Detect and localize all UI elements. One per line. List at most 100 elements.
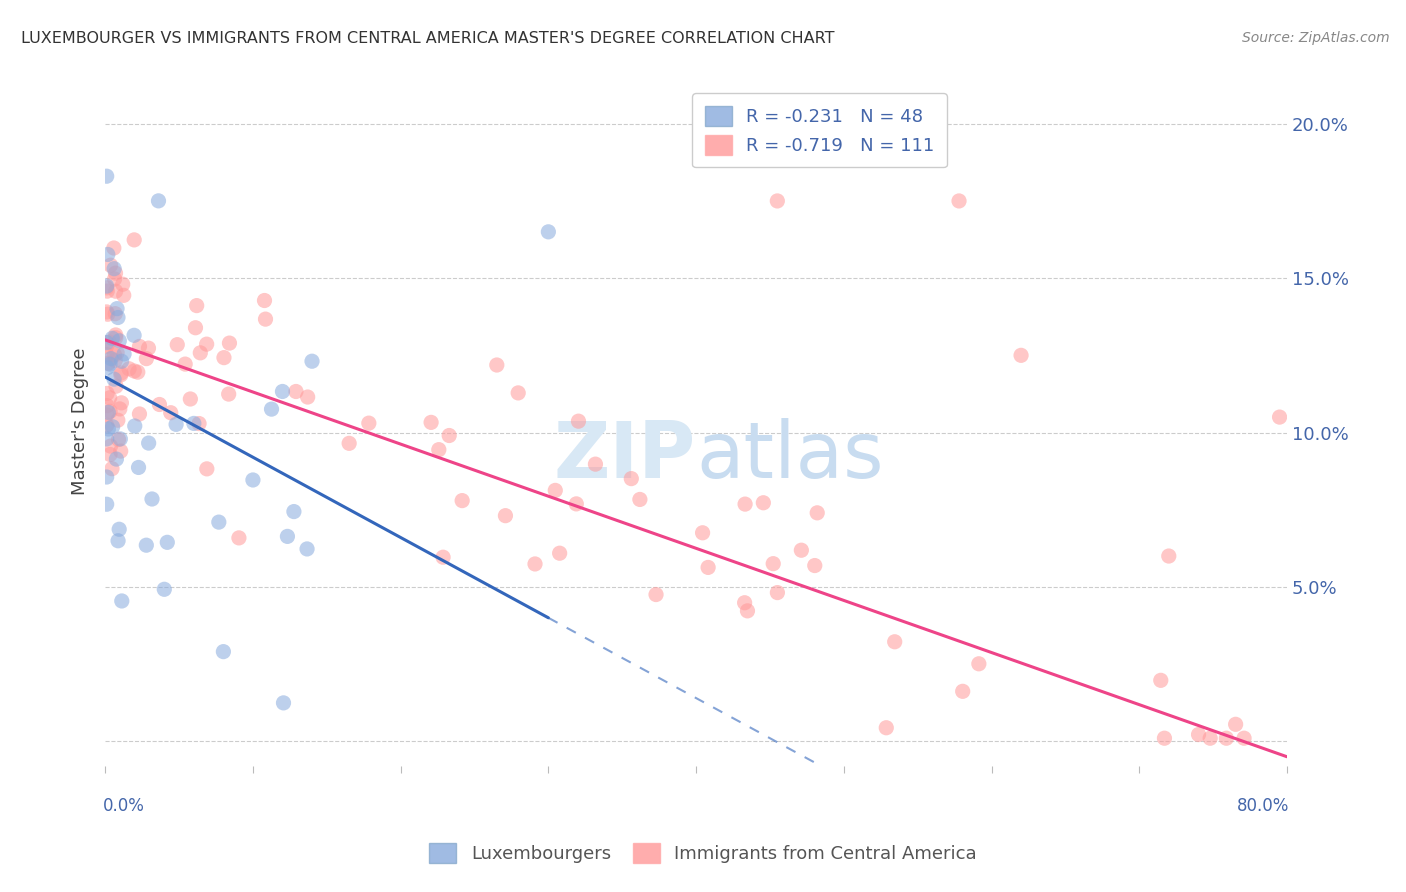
- Point: [107, 310, 129, 325]
- Point: [108, 334, 131, 348]
- Point: [1225, 717, 1247, 731]
- Point: [97, 307, 120, 321]
- Point: [153, 582, 176, 597]
- Point: [98, 391, 121, 405]
- Point: [148, 194, 170, 208]
- Point: [165, 417, 187, 432]
- Point: [96, 169, 118, 184]
- Point: [628, 492, 651, 507]
- Point: [734, 497, 756, 511]
- Point: [179, 392, 201, 406]
- Point: [107, 533, 129, 548]
- Point: [103, 241, 125, 255]
- Point: [537, 225, 560, 239]
- Point: [101, 331, 124, 345]
- Point: [100, 258, 122, 272]
- Point: [1268, 410, 1291, 425]
- Point: [567, 414, 589, 428]
- Point: [97, 422, 120, 436]
- Point: [437, 428, 460, 442]
- Point: [111, 277, 134, 292]
- Point: [494, 508, 516, 523]
- Point: [212, 351, 235, 365]
- Point: [96, 470, 118, 484]
- Point: [98, 357, 121, 371]
- Point: [104, 284, 127, 298]
- Point: [103, 348, 125, 362]
- Point: [301, 354, 323, 368]
- Point: [295, 541, 318, 556]
- Point: [96, 386, 118, 401]
- Point: [105, 379, 128, 393]
- Point: [103, 261, 125, 276]
- Point: [124, 419, 146, 434]
- Point: [620, 472, 643, 486]
- Point: [188, 417, 211, 431]
- Point: [1153, 731, 1175, 746]
- Point: [218, 387, 240, 401]
- Point: [103, 372, 125, 386]
- Point: [96, 335, 118, 350]
- Point: [104, 353, 127, 368]
- Point: [135, 538, 157, 552]
- Point: [186, 299, 208, 313]
- Point: [110, 432, 132, 446]
- Point: [432, 550, 454, 565]
- Point: [967, 657, 990, 671]
- Point: [692, 525, 714, 540]
- Text: ZIP: ZIP: [554, 418, 696, 494]
- Point: [208, 515, 231, 529]
- Point: [273, 696, 295, 710]
- Point: [337, 436, 360, 450]
- Point: [548, 546, 571, 560]
- Point: [128, 339, 150, 353]
- Point: [96, 339, 118, 353]
- Point: [752, 496, 775, 510]
- Point: [111, 594, 134, 608]
- Point: [104, 266, 127, 280]
- Point: [544, 483, 567, 498]
- Point: [228, 531, 250, 545]
- Point: [1233, 731, 1256, 746]
- Point: [188, 346, 211, 360]
- Point: [105, 452, 128, 467]
- Point: [1010, 348, 1032, 362]
- Point: [166, 337, 188, 351]
- Point: [96, 281, 118, 295]
- Point: [148, 397, 170, 411]
- Point: [253, 293, 276, 308]
- Point: [110, 366, 132, 380]
- Text: atlas: atlas: [696, 418, 883, 494]
- Point: [124, 364, 146, 378]
- Point: [952, 684, 974, 698]
- Point: [806, 506, 828, 520]
- Text: Source: ZipAtlas.com: Source: ZipAtlas.com: [1241, 31, 1389, 45]
- Point: [100, 439, 122, 453]
- Point: [128, 460, 150, 475]
- Point: [118, 361, 141, 376]
- Point: [451, 493, 474, 508]
- Point: [128, 407, 150, 421]
- Point: [1187, 727, 1209, 741]
- Point: [135, 351, 157, 366]
- Point: [100, 351, 122, 366]
- Point: [141, 491, 163, 506]
- Point: [195, 337, 218, 351]
- Point: [97, 247, 120, 261]
- Point: [565, 497, 588, 511]
- Text: 80.0%: 80.0%: [1237, 797, 1289, 814]
- Point: [104, 328, 127, 343]
- Point: [96, 432, 118, 446]
- Point: [1215, 731, 1237, 746]
- Point: [97, 405, 120, 419]
- Point: [127, 365, 149, 379]
- Point: [697, 560, 720, 574]
- Point: [283, 505, 305, 519]
- Point: [276, 529, 298, 543]
- Point: [138, 436, 160, 450]
- Point: [790, 543, 813, 558]
- Point: [110, 368, 132, 382]
- Point: [1199, 731, 1222, 746]
- Point: [108, 522, 131, 536]
- Point: [103, 272, 125, 286]
